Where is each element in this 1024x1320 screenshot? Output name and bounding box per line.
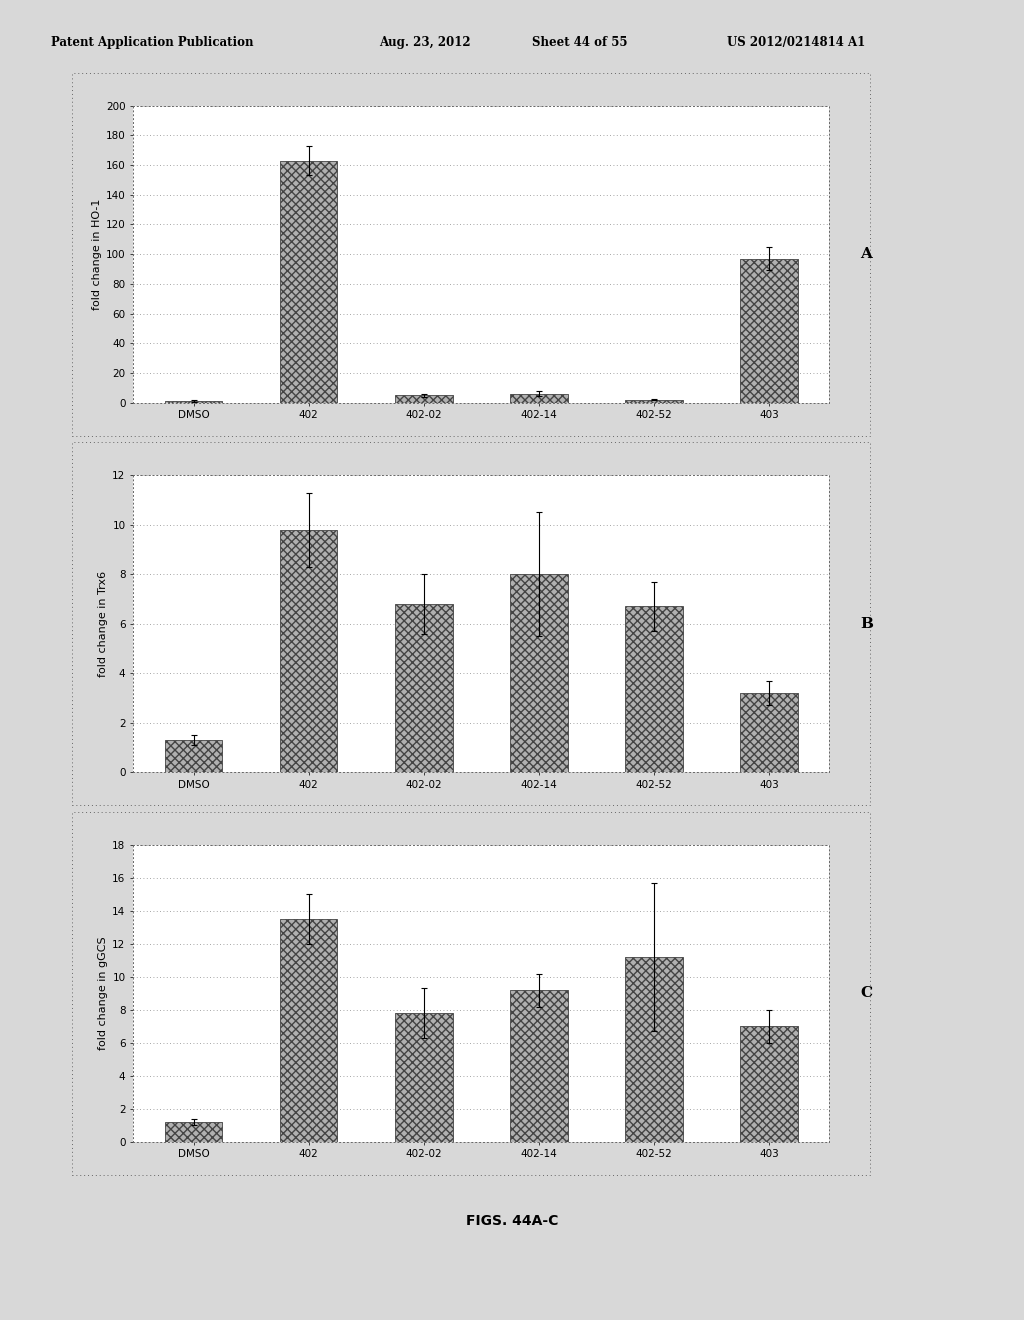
Bar [625, 400, 683, 403]
Bar [510, 574, 567, 772]
Bar [740, 693, 798, 772]
Text: B: B [860, 616, 873, 631]
Bar [510, 990, 567, 1142]
Text: Patent Application Publication: Patent Application Publication [51, 36, 254, 49]
Bar [165, 401, 222, 403]
Bar [280, 161, 338, 403]
Text: C: C [860, 986, 872, 1001]
Bar [740, 259, 798, 403]
Y-axis label: fold change in Trx6: fold change in Trx6 [98, 570, 109, 677]
Bar [395, 605, 453, 772]
Text: FIGS. 44A-C: FIGS. 44A-C [466, 1214, 558, 1228]
Y-axis label: fold change in HO-1: fold change in HO-1 [91, 198, 101, 310]
Text: Sheet 44 of 55: Sheet 44 of 55 [532, 36, 628, 49]
Bar [395, 1014, 453, 1142]
Bar [165, 1122, 222, 1142]
Bar [510, 393, 567, 403]
Bar [740, 1027, 798, 1142]
Bar [625, 606, 683, 772]
Bar [625, 957, 683, 1142]
Text: Aug. 23, 2012: Aug. 23, 2012 [379, 36, 470, 49]
Bar [165, 741, 222, 772]
Text: A: A [860, 247, 872, 261]
Y-axis label: fold change in gGCS: fold change in gGCS [98, 936, 109, 1051]
Bar [280, 919, 338, 1142]
Bar [395, 395, 453, 403]
Text: US 2012/0214814 A1: US 2012/0214814 A1 [727, 36, 865, 49]
Bar [280, 529, 338, 772]
